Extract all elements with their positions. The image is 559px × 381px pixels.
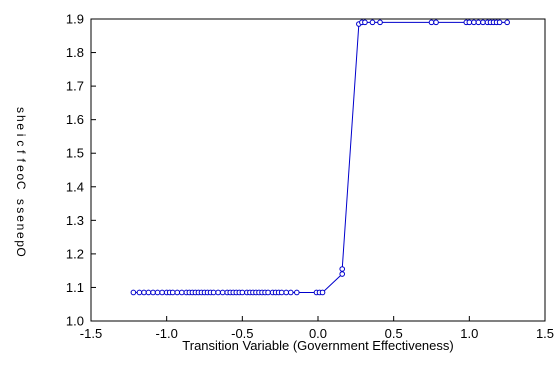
data-point (504, 19, 510, 26)
data-point (287, 289, 294, 296)
data-point (283, 289, 290, 296)
data-point (466, 19, 473, 26)
y-axis-title-char: C (14, 181, 28, 190)
data-point (377, 19, 383, 26)
data-point (130, 289, 137, 296)
y-tick-label: 1.7 (66, 79, 84, 94)
data-point (239, 289, 246, 296)
y-axis-title-char: i (14, 134, 28, 137)
data-point (433, 19, 439, 26)
data-point (154, 289, 161, 296)
y-axis-title-char: f (14, 158, 28, 162)
data-point (179, 289, 185, 296)
x-axis-title: Transition Variable (Government Effectiv… (182, 338, 453, 353)
y-axis: 1.0 1.1 1.2 1.3 1.4 1.5 1.6 1.7 1.8 1.9 (66, 12, 96, 329)
data-point (339, 271, 346, 277)
data-point (496, 19, 503, 26)
y-axis-title-char: O (14, 247, 28, 256)
y-axis-title-char: s (14, 107, 28, 113)
x-tick-label: 0.0 (309, 326, 327, 341)
data-point (369, 19, 376, 26)
data-point (150, 289, 156, 296)
x-tick-label: 0.5 (385, 326, 403, 341)
x-tick-label: 1.0 (460, 326, 478, 341)
y-tick-label: 1.4 (66, 179, 84, 194)
y-axis-title-char: s (14, 207, 28, 213)
y-axis-title-char: h (14, 115, 28, 122)
y-tick-label: 1.2 (66, 246, 84, 261)
data-point (169, 289, 176, 296)
data-point (136, 289, 143, 296)
x-tick-label: 1.5 (536, 326, 554, 341)
series-layer (130, 19, 510, 296)
y-axis-title-char: f (14, 150, 28, 154)
data-point (265, 289, 271, 296)
y-tick-label: 1.8 (66, 45, 84, 60)
y-axis-title-char: e (14, 232, 28, 239)
x-axis: -1.5 -1.0 -0.5 0.0 0.5 1.0 1.5 (80, 316, 554, 341)
y-tick-label: 1.6 (66, 112, 84, 127)
y-tick-label: 1.3 (66, 213, 84, 228)
data-point (339, 266, 346, 272)
data-point (480, 19, 486, 26)
data-point (145, 289, 152, 296)
y-tick-label: 1.0 (66, 314, 84, 329)
y-axis-title-char: e (14, 123, 28, 130)
y-axis-title-char: e (14, 165, 28, 172)
data-point (159, 289, 165, 296)
data-point (471, 19, 477, 26)
data-point (278, 289, 285, 296)
y-axis-title-char: n (14, 224, 28, 231)
data-point (362, 19, 368, 26)
data-point (174, 289, 181, 296)
x-tick-label: -0.5 (231, 326, 253, 341)
y-tick-label: 1.9 (66, 12, 84, 27)
data-point (319, 289, 326, 296)
x-tick-label: -1.5 (80, 326, 102, 341)
data-point (210, 289, 217, 296)
data-point (215, 289, 221, 296)
x-tick-label: -1.0 (155, 326, 177, 341)
data-point (219, 289, 226, 296)
data-point (294, 289, 300, 296)
y-axis-title-char: s (14, 199, 28, 205)
y-axis-title-char: p (14, 240, 28, 247)
y-axis-title-char: e (14, 215, 28, 222)
data-point (428, 19, 435, 26)
y-tick-label: 1.1 (66, 280, 84, 295)
y-axis-title-char: o (14, 173, 28, 180)
y-tick-label: 1.5 (66, 146, 84, 161)
y-axis-title-char: c (14, 140, 28, 146)
data-point (475, 19, 482, 26)
data-point (141, 289, 147, 296)
